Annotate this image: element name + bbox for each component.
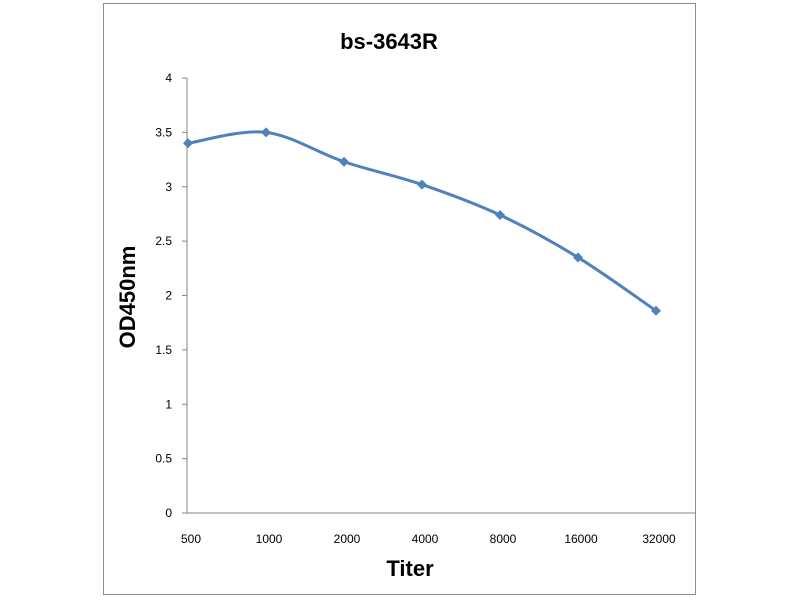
x-tick-label: 1000 <box>256 532 283 546</box>
data-point-marker <box>495 210 505 221</box>
y-tick-label: 3.5 <box>155 125 172 139</box>
y-tick-label: 2.5 <box>155 234 172 248</box>
y-tick-label: 4 <box>165 71 172 85</box>
data-point-marker <box>261 127 271 138</box>
y-axis-title: OD450nm <box>115 246 140 349</box>
x-tick-label: 8000 <box>490 532 517 546</box>
y-tick-label: 0 <box>165 506 172 520</box>
series-line <box>187 130 657 312</box>
x-tick-label: 500 <box>181 532 201 546</box>
plot-area: 0 0.5 1 1.5 2 2.5 3 3.5 4 500 1000 2000 4000 8000 1600… <box>155 71 696 546</box>
chart-title: bs-3643R <box>340 29 438 54</box>
x-tick-label: 4000 <box>412 532 439 546</box>
data-point-marker <box>339 156 349 167</box>
y-tick-label: 1.5 <box>155 343 172 357</box>
x-tick-label: 16000 <box>564 532 598 546</box>
y-tick-label: 2 <box>165 289 172 303</box>
y-tick-label: 0.5 <box>155 452 172 466</box>
data-point-marker <box>651 305 661 316</box>
data-point-marker <box>417 179 427 190</box>
data-point-marker <box>573 252 583 263</box>
data-point-marker <box>183 138 193 149</box>
y-tick-label: 1 <box>165 397 172 411</box>
chart-frame <box>103 3 696 595</box>
x-tick-label: 2000 <box>334 532 361 546</box>
x-axis-title: Titer <box>386 556 434 581</box>
y-tick-label: 3 <box>165 180 172 194</box>
x-tick-label: 32000 <box>642 532 676 546</box>
